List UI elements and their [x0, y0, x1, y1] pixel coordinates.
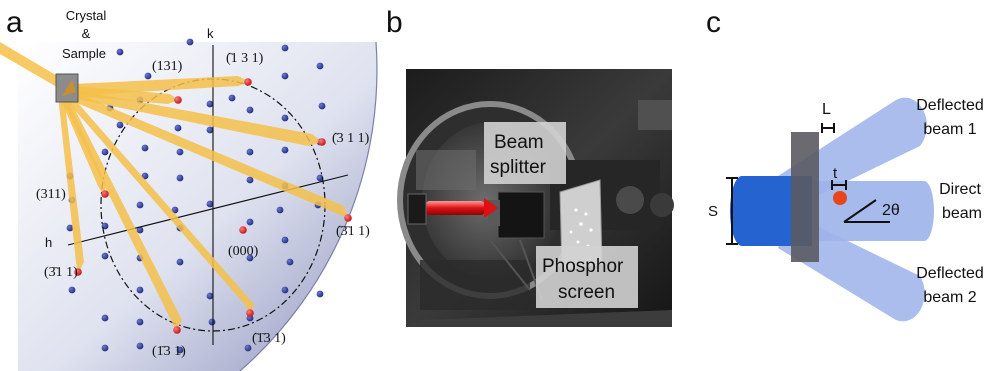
thickness-L-marker [821, 123, 835, 133]
direct-beam-label-line-1: Direct [939, 181, 981, 198]
phosphor-screen-label-line-1: Phosphor [542, 256, 624, 277]
crystal-slab [791, 132, 819, 262]
panel-c-diagram: c L S t 2θ Deflected beam 1 Direct beam … [706, 6, 984, 322]
deflected-beam-1-label-line-1: Deflected [916, 97, 984, 114]
deflected-beam-1-label-line-2: beam 1 [923, 121, 976, 138]
beam-splitter-label-line-1: Beam [494, 132, 544, 153]
h-axis [67, 174, 349, 246]
diffracted-beams [0, 42, 348, 332]
h-axis-label: h [45, 235, 52, 250]
t-marker [831, 180, 847, 190]
label-L: L [822, 101, 831, 118]
panel-a: a Crystal & Sample k h [0, 0, 380, 371]
panel-letter-b: b [386, 6, 403, 39]
beam-splitter-label-line-2: splitter [490, 157, 547, 178]
miller-label-131: (131) [152, 59, 183, 74]
label-t: t [833, 165, 838, 182]
miller-label-bar3-1-1: (̄3 1 1) [332, 131, 370, 146]
crystal-label-line-3: Sample [62, 46, 106, 61]
panel-b-photo: b Beam splitter Phosphor screen [386, 6, 674, 327]
crystal-label-line-2: & [82, 26, 91, 41]
miller-label-bar1-bar3-1: (̄1̄3 1) [252, 331, 286, 346]
deflected-beam-2-label-line-1: Deflected [916, 265, 984, 282]
beam-splitter-label-box [484, 122, 566, 184]
miller-label-bar1-3-1: (̄1 3 1) [226, 51, 264, 66]
panel-c: c L S t 2θ Deflected beam 1 Direct beam … [680, 0, 996, 371]
laser-beam [424, 201, 486, 215]
panel-a-diagram: a Crystal & Sample k h [0, 6, 378, 371]
miller-label-311: (311) [36, 187, 66, 202]
crystal-label-line-1: Crystal [66, 8, 107, 23]
miller-label-1-bar3-1: (1̄3 1) [152, 344, 186, 359]
beam-spot [833, 191, 847, 205]
panel-b: b Beam splitter Phosphor screen [380, 0, 680, 371]
panel-letter-c: c [706, 6, 721, 39]
ewald-sphere-edge [239, 41, 378, 371]
angle-line-diagonal [843, 199, 877, 223]
phosphor-screen-label-box [536, 246, 638, 308]
miller-label-bar3-bar1-1: (̄3̄1 1) [336, 224, 370, 239]
bragg-reflections [74, 78, 352, 334]
phosphor-screen-label-line-2: screen [558, 282, 615, 303]
beam-size-S-marker [726, 177, 738, 245]
k-axis-label: k [207, 26, 214, 41]
direct-beam-label-line-2: beam [942, 205, 982, 222]
label-2theta: 2θ [882, 202, 900, 219]
direct-beam-transmitted [812, 181, 934, 241]
panel-letter-a: a [6, 6, 23, 39]
miller-label-000: (000) [228, 244, 259, 259]
miller-label-3-bar1-1: (3̄1 1) [44, 265, 78, 280]
crystal-sample [55, 73, 79, 103]
deflected-beam-2-label-line-2: beam 2 [923, 289, 976, 306]
experimental-setup-photo [397, 69, 674, 327]
label-S: S [708, 203, 718, 220]
